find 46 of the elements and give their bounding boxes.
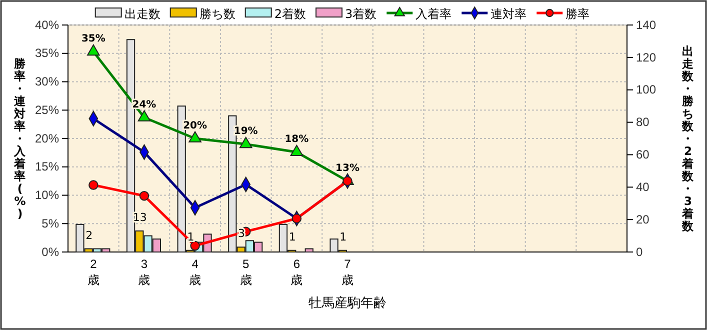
data-label: 2 — [86, 228, 93, 242]
x-tick-label: 5歳 — [240, 257, 252, 287]
data-label: 18% — [284, 134, 309, 146]
y-tick-label: 15% — [34, 160, 60, 174]
y-tick-label: 25% — [34, 102, 60, 117]
point — [139, 190, 150, 201]
data-label: 1 — [340, 230, 347, 244]
legend-label: 3着数 — [345, 7, 377, 21]
text: 勝率・連対率・入着率(%) — [14, 56, 26, 220]
point — [292, 214, 302, 224]
text: 出走数・勝ち数・2着数・3着数 — [682, 44, 694, 233]
data-label: 1 — [187, 230, 194, 244]
x-tick-label: 4歳 — [189, 257, 202, 287]
y2-tick-label: 80 — [636, 115, 650, 130]
x-axis-title: 牡馬産駒年齢 — [308, 295, 386, 311]
data-label: 3 — [238, 227, 246, 240]
x-tick-label: 7歳 — [342, 257, 354, 287]
y-tick-label: 0% — [42, 244, 60, 259]
y2-tick-label: 120 — [636, 50, 656, 64]
x-tick-label: 2歳 — [87, 257, 100, 287]
legend-label: 勝率 — [566, 7, 590, 21]
y-tick-label: 30% — [34, 74, 60, 89]
y-tick-label: 5% — [42, 216, 60, 230]
y2-tick-label: 140 — [636, 18, 656, 32]
legend-label: 連対率 — [490, 7, 527, 21]
y-tick-label: 20% — [34, 131, 60, 146]
y-tick-label: 40% — [34, 18, 60, 32]
point — [88, 180, 98, 190]
y-tick-label: 10% — [34, 188, 60, 202]
x-tick-label: 6歳 — [290, 257, 303, 287]
legend-label: 入着率 — [416, 7, 452, 21]
data-label: 1 — [288, 230, 296, 244]
legend-label: 勝ち数 — [199, 7, 236, 21]
legend-label: 2着数 — [274, 7, 306, 21]
bar — [304, 248, 314, 252]
y2-tick-label: 60 — [636, 148, 650, 162]
x-tick-label: 3歳 — [138, 257, 150, 287]
y2-tick-label: 0 — [636, 244, 643, 259]
y2-tick-label: 40 — [636, 180, 650, 194]
y2-tick-label: 100 — [636, 82, 656, 97]
data-label: 35% — [81, 34, 106, 45]
legend-label: 出走数 — [124, 7, 160, 21]
y-tick-label: 35% — [34, 46, 60, 60]
y2-tick-label: 20 — [636, 212, 650, 226]
data-label: 13% — [336, 163, 360, 174]
point — [190, 240, 200, 251]
